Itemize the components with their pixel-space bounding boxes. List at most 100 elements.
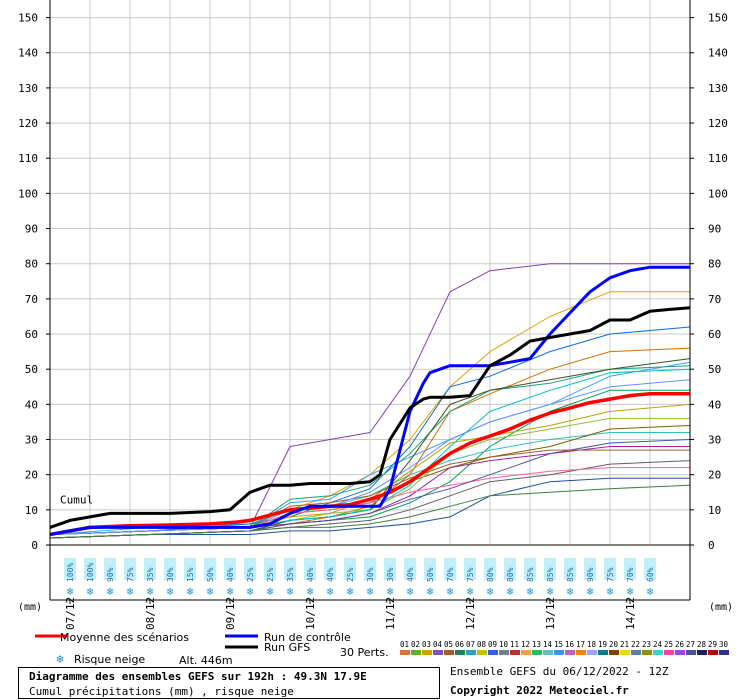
snowflake-icon: ❄ xyxy=(107,585,114,598)
snow-risk-value: 80% xyxy=(506,567,515,582)
snow-risk-value: 75% xyxy=(466,567,475,582)
legend-mean-label: Moyenne des scénarios xyxy=(60,631,189,644)
y-tick-label-right: 20 xyxy=(708,469,721,482)
snowflake-icon: ❄ xyxy=(187,585,194,598)
copyright: Copyright 2022 Meteociel.fr xyxy=(450,684,629,697)
pert-label: 07 xyxy=(466,640,475,649)
snowflake-icon: ❄ xyxy=(487,585,494,598)
snowflake-icon: ❄ xyxy=(647,585,654,598)
snowflake-icon: ❄ xyxy=(127,585,134,598)
pert-color-box xyxy=(554,650,564,655)
legend-perts-label: 30 Perts. xyxy=(340,646,389,659)
snowflake-icon: ❄ xyxy=(587,585,594,598)
series-line-perturbation xyxy=(49,477,690,539)
y-tick-label-left: 60 xyxy=(25,328,38,341)
snowflake-icon: ❄ xyxy=(607,585,614,598)
y-tick-label-right: 70 xyxy=(708,293,721,306)
y-tick-label-left: 140 xyxy=(18,47,38,60)
y-unit-right: (mm) xyxy=(709,602,733,613)
pert-color-box xyxy=(664,650,674,655)
pert-label: 29 xyxy=(708,640,717,649)
snow-risk-bar xyxy=(364,558,376,580)
pert-color-box xyxy=(422,650,432,655)
x-date-label: 10/12 xyxy=(304,597,317,630)
y-tick-label-right: 100 xyxy=(708,187,728,200)
series-line-perturbation xyxy=(49,484,691,539)
run-info: Ensemble GEFS du 06/12/2022 - 12Z xyxy=(450,665,669,678)
y-tick-label-left: 90 xyxy=(25,223,38,236)
pert-label: 26 xyxy=(675,640,685,649)
y-tick-label-left: 80 xyxy=(25,258,38,271)
pert-color-box xyxy=(543,650,553,655)
pert-color-box xyxy=(466,650,476,655)
snowflake-icon: ❄ xyxy=(167,585,174,598)
snow-risk-value: 70% xyxy=(626,567,635,582)
pert-label: 27 xyxy=(686,640,695,649)
x-date-label: 08/12 xyxy=(144,597,157,630)
snow-risk-bar xyxy=(344,558,356,580)
y-tick-label-left: 50 xyxy=(25,363,38,376)
snow-risk-value: 80% xyxy=(486,567,495,582)
x-date-label: 12/12 xyxy=(464,597,477,630)
pert-label: 18 xyxy=(587,640,597,649)
chart-info-box: Diagramme des ensembles GEFS sur 192h : … xyxy=(18,667,440,699)
snow-risk-bar xyxy=(244,558,256,580)
pert-color-box xyxy=(708,650,718,655)
snow-risk-bar xyxy=(264,558,276,580)
snow-risk-value: 50% xyxy=(206,567,215,582)
snowflake-icon: ❄ xyxy=(427,585,434,598)
pert-color-box xyxy=(488,650,498,655)
y-tick-label-left: 120 xyxy=(18,117,38,130)
pert-label: 08 xyxy=(477,640,487,649)
snow-risk-value: 30% xyxy=(366,567,375,582)
y-unit-left: (mm) xyxy=(18,602,42,613)
y-tick-label-right: 130 xyxy=(708,82,728,95)
pert-label: 23 xyxy=(642,640,651,649)
y-tick-label-right: 10 xyxy=(708,504,721,517)
snow-risk-value: 30% xyxy=(166,567,175,582)
snow-risk-bar xyxy=(64,558,76,580)
pert-color-box xyxy=(499,650,509,655)
snow-risk-value: 40% xyxy=(306,567,315,582)
snow-risk-bar xyxy=(384,558,396,580)
pert-label: 01 xyxy=(400,640,409,649)
series-line-moyenne-des-sc-narios xyxy=(49,392,690,537)
snowflake-icon: ❄ xyxy=(367,585,374,598)
snow-risk-value: 25% xyxy=(246,567,255,582)
y-tick-label-left: 10 xyxy=(25,504,38,517)
snow-risk-bar xyxy=(404,558,416,580)
y-tick-label-left: 40 xyxy=(25,398,38,411)
snowflake-icon: ❄ xyxy=(307,585,314,598)
pert-label: 14 xyxy=(543,640,553,649)
pert-color-box xyxy=(510,650,520,655)
pert-label: 24 xyxy=(653,640,663,649)
pert-label: 25 xyxy=(664,640,673,649)
pert-color-box xyxy=(433,650,443,655)
y-tick-label-left: 150 xyxy=(18,12,38,25)
snow-risk-value: 70% xyxy=(446,567,455,582)
axes: 0 0 10 10 20 20 30 30 40 40 50 50 60 60 70 70 80 80 90 90 10… xyxy=(18,0,733,630)
y-tick-label-right: 90 xyxy=(708,223,721,236)
series-line-run-gfs xyxy=(49,306,691,529)
y-tick-label-right: 60 xyxy=(708,328,721,341)
pert-color-box xyxy=(697,650,707,655)
snow-risk-bar xyxy=(184,558,196,580)
snow-risk-value: 35% xyxy=(286,567,295,582)
snow-risk-value: 100% xyxy=(86,563,95,582)
altitude-label: Alt. 446m xyxy=(179,654,233,667)
snowflake-icon: ❄ xyxy=(287,585,294,598)
legend-snowflake-icon: ❄ xyxy=(56,652,63,666)
snowflake-icon: ❄ xyxy=(387,585,394,598)
cumul-label: Cumul xyxy=(60,493,93,506)
pert-label: 21 xyxy=(620,640,629,649)
y-tick-label-left: 130 xyxy=(18,82,38,95)
snow-risk-value: 85% xyxy=(526,567,535,582)
y-tick-label-right: 40 xyxy=(708,398,721,411)
series-line-run-de-contr-le xyxy=(49,265,690,536)
x-date-label: 11/12 xyxy=(384,597,397,630)
pert-label: 05 xyxy=(444,640,453,649)
snow-risk-value: 100% xyxy=(66,563,75,582)
y-tick-label-right: 30 xyxy=(708,434,721,447)
pert-color-box xyxy=(477,650,487,655)
